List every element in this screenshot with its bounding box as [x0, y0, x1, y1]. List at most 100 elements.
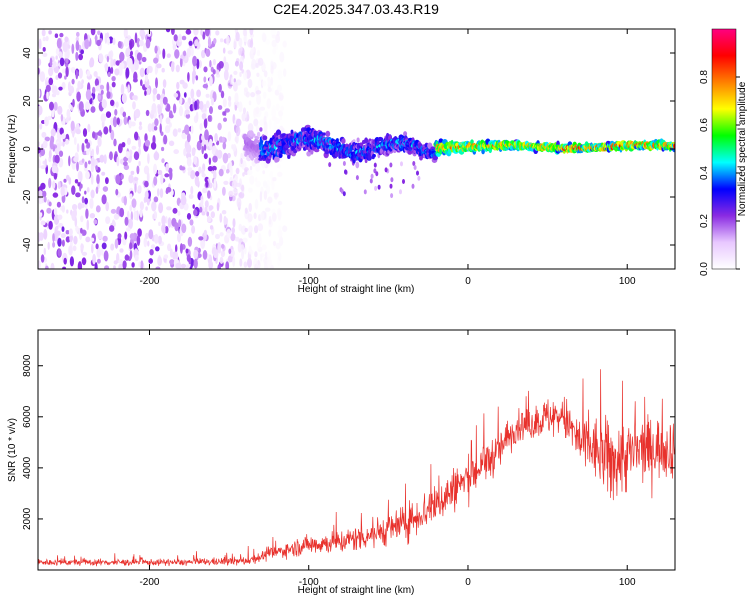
- spectrogram-cell: [136, 52, 142, 61]
- spectrogram-cell: [102, 235, 108, 242]
- spectrogram-cell: [155, 246, 160, 252]
- spectrogram-cell: [52, 192, 59, 198]
- spectrogram-cell: [220, 250, 226, 258]
- spectrogram-cell: [129, 233, 135, 240]
- spectrogram-cell: [259, 119, 264, 127]
- spectrogram-cell: [123, 161, 128, 167]
- spectrogram-cell: [179, 96, 183, 105]
- spectrogram-cell: [48, 149, 52, 159]
- spectrogram-cell: [167, 243, 172, 252]
- spectrogram-cell: [122, 111, 127, 118]
- spectrogram-cell: [169, 248, 173, 258]
- spectrogram-cell: [113, 260, 118, 265]
- spectrogram-cell: [84, 101, 91, 111]
- spectrogram-cell: [75, 128, 82, 135]
- spectrogram-cell: [50, 262, 55, 269]
- spectrogram-cell: [118, 263, 124, 269]
- spectrogram-cell: [128, 174, 134, 184]
- spectrogram-cell: [97, 230, 103, 240]
- spectrogram-cell: [72, 245, 77, 252]
- spectrogram-cell: [190, 185, 194, 195]
- spectrogram-cell: [344, 169, 347, 175]
- spectrogram-cell: [204, 129, 209, 141]
- spectrogram-cell: [222, 142, 227, 150]
- spectrogram-cell: [253, 108, 256, 119]
- spectrogram-cell: [217, 105, 223, 110]
- spectrogram-cell: [178, 33, 182, 43]
- spectrogram-cell: [195, 111, 199, 123]
- spectrogram-cell: [373, 168, 377, 174]
- spectrogram-cell: [240, 157, 243, 165]
- spectrogram-cell: [91, 243, 94, 254]
- spectrogram-cell: [145, 109, 150, 117]
- spectrogram-cell: [81, 158, 85, 163]
- spectrogram-cell: [103, 250, 109, 262]
- spectrogram-cell: [221, 136, 225, 143]
- spectrogram-cell: [203, 229, 208, 236]
- spectrogram-cell: [173, 149, 179, 155]
- spectrogram-cell: [61, 226, 65, 232]
- spectrogram-cell: [278, 225, 282, 230]
- spectrogram-cell: [138, 138, 142, 149]
- spectrogram-cell: [62, 266, 67, 269]
- y-tick-label: -40: [22, 237, 33, 252]
- spectrogram-cell: [255, 62, 259, 69]
- spectrogram-cell: [230, 166, 233, 177]
- figure-title: C2E4.2025.347.03.43.R19: [273, 1, 439, 17]
- spectrogram-cell: [218, 83, 222, 93]
- spectrogram-cell: [207, 115, 211, 122]
- spectrogram-cell: [85, 236, 91, 243]
- spectrogram-cell: [80, 49, 84, 55]
- spectrogram-cell: [256, 241, 261, 250]
- spectrogram-cell: [64, 138, 70, 145]
- spectrogram-cell: [203, 144, 207, 151]
- spectrogram-cell: [40, 254, 45, 263]
- spectrogram-cell: [124, 216, 129, 226]
- spectrogram-cell: [228, 100, 232, 107]
- spectrogram-cell: [196, 140, 202, 151]
- spectrogram-cell: [65, 174, 70, 181]
- spectrogram-cell: [61, 81, 66, 90]
- spectrogram-cell: [84, 197, 88, 205]
- spectrogram-cell: [115, 101, 119, 108]
- y-tick-label: 6000: [22, 405, 33, 428]
- spectrogram-cell: [131, 262, 135, 268]
- spectrogram-cell: [273, 119, 277, 130]
- spectrogram-y-ticks: -40 -20 0 20 40: [22, 47, 675, 252]
- spectrogram-cell: [283, 68, 287, 77]
- spectrogram-cell: [235, 167, 240, 175]
- spectrogram-cell: [104, 265, 110, 269]
- spectrogram-cell: [211, 97, 214, 106]
- spectrogram-cell: [163, 254, 169, 259]
- spectrogram-cell: [235, 31, 240, 42]
- spectrogram-cell: [416, 170, 419, 176]
- spectrogram-cell: [85, 208, 89, 219]
- spectrogram-cell: [252, 133, 256, 137]
- spectrogram-cell: [145, 74, 148, 82]
- spectrogram-cell: [58, 51, 63, 59]
- spectrogram-cell: [100, 113, 107, 123]
- spectrogram-cell: [99, 154, 105, 163]
- spectrogram-cell: [202, 187, 208, 194]
- spectrogram-cell: [84, 161, 88, 169]
- colorbar: 0.0 0.2 0.4 0.6 0.8 Normalized spectral ampl…: [699, 28, 748, 276]
- spectrogram-cell: [46, 90, 49, 100]
- spectrogram-cell: [193, 29, 199, 36]
- spectrogram-cell: [328, 162, 332, 168]
- spectrogram-cell: [213, 178, 217, 189]
- spectrogram-cell: [364, 137, 369, 144]
- spectrogram-cell: [232, 144, 237, 152]
- spectrogram-cell: [242, 107, 247, 115]
- spectrogram-cell: [75, 40, 80, 52]
- spectrogram-cell: [106, 91, 111, 99]
- spectrogram-cell: [199, 123, 203, 131]
- spectrogram-cell: [212, 58, 216, 66]
- spectrogram-cell: [133, 210, 138, 221]
- spectrogram-cell: [71, 185, 76, 195]
- spectrogram-cell: [153, 163, 158, 175]
- snr-y-ticks: 2000 4000 6000 8000: [22, 354, 675, 530]
- x-tick-label: 0: [465, 276, 471, 287]
- spectrogram-cell: [169, 169, 173, 181]
- spectrogram-cell: [112, 116, 118, 128]
- spectrogram-cell: [218, 168, 224, 177]
